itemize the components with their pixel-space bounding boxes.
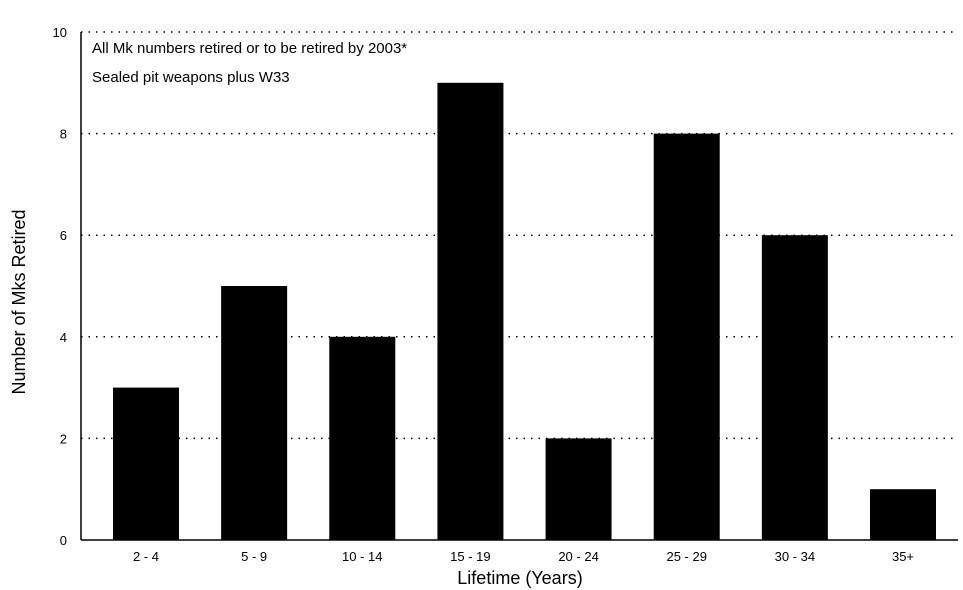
- x-tick-labels: 2 - 4 5 - 9 10 - 14 15 - 19 20 - 24 25 - 29 30…: [133, 549, 914, 564]
- x-tick-label: 2 - 4: [133, 549, 159, 564]
- x-tick-label: 25 - 29: [666, 549, 706, 564]
- x-tick-label: 5 - 9: [241, 549, 267, 564]
- annotation-1: All Mk numbers retired or to be retired …: [92, 40, 407, 57]
- bar: [653, 133, 720, 540]
- bar: [545, 438, 612, 540]
- bar: [221, 286, 288, 540]
- y-tick-label: 10: [53, 25, 67, 40]
- x-tick-label: 20 - 24: [558, 549, 598, 564]
- y-tick-labels: 0 2 4 6 8 10: [53, 25, 67, 548]
- y-tick-label: 2: [60, 431, 67, 446]
- y-tick-label: 6: [60, 228, 67, 243]
- axes: [80, 32, 958, 541]
- x-tick-label: 15 - 19: [450, 549, 490, 564]
- bar: [870, 489, 936, 540]
- annotation-2: Sealed pit weapons plus W33: [92, 69, 290, 86]
- x-axis-title: Lifetime (Years): [457, 568, 582, 588]
- x-tick-label: 30 - 34: [775, 549, 815, 564]
- bar: [113, 387, 179, 540]
- x-tick-label: 35+: [892, 549, 914, 564]
- y-tick-label: 4: [60, 330, 67, 345]
- y-tick-label: 0: [60, 533, 67, 548]
- bar: [329, 336, 396, 540]
- y-tick-label: 8: [60, 127, 67, 142]
- bar: [761, 235, 828, 540]
- y-axis-title: Number of Mks Retired: [9, 209, 29, 394]
- x-tick-label: 10 - 14: [342, 549, 382, 564]
- bar: [437, 82, 504, 541]
- bars: [113, 82, 936, 541]
